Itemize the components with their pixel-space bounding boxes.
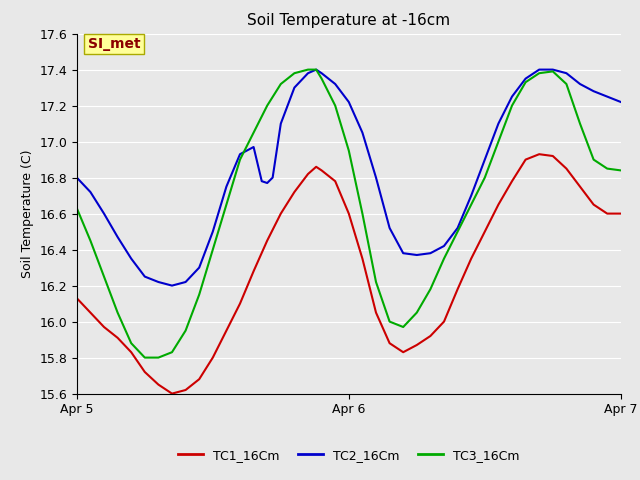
Title: Soil Temperature at -16cm: Soil Temperature at -16cm: [247, 13, 451, 28]
Y-axis label: Soil Temperature (C): Soil Temperature (C): [20, 149, 34, 278]
Text: SI_met: SI_met: [88, 37, 140, 51]
Legend: TC1_16Cm, TC2_16Cm, TC3_16Cm: TC1_16Cm, TC2_16Cm, TC3_16Cm: [173, 444, 525, 467]
